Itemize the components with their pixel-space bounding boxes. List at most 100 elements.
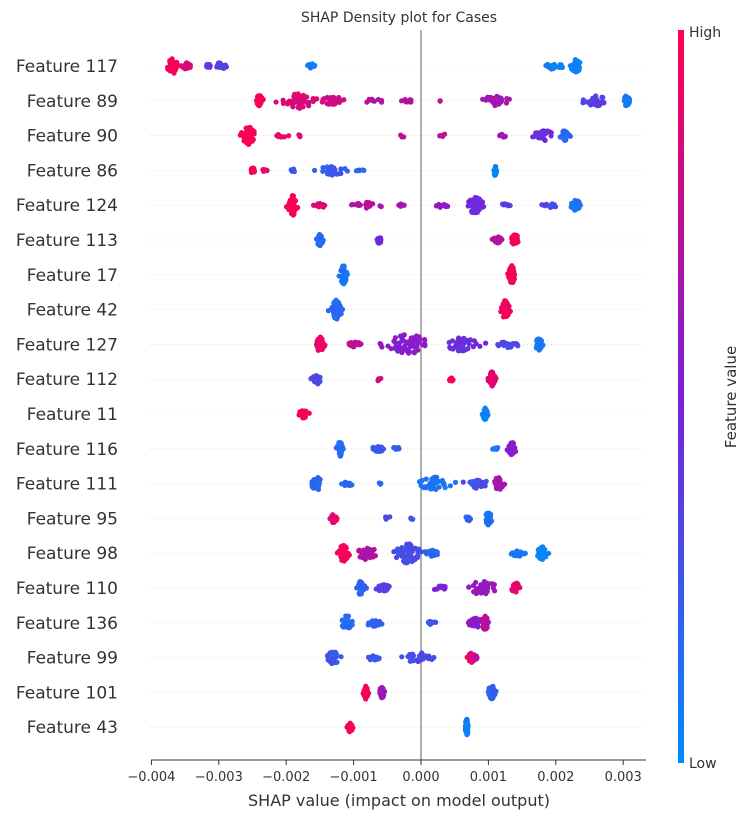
- x-axis-label: SHAP value (impact on model output): [248, 791, 550, 810]
- data-point: [290, 211, 296, 217]
- feature-label: Feature 86: [27, 161, 118, 181]
- data-point: [313, 483, 319, 489]
- data-point: [447, 483, 453, 489]
- data-point: [483, 512, 489, 518]
- data-point: [514, 585, 520, 591]
- data-point: [502, 134, 508, 140]
- data-point: [356, 581, 362, 587]
- feature-label: Feature 127: [16, 335, 118, 355]
- data-point: [409, 516, 415, 522]
- data-point: [473, 197, 480, 203]
- data-point: [311, 478, 317, 484]
- data-point: [276, 134, 282, 140]
- data-point: [536, 336, 542, 342]
- data-point: [503, 300, 510, 306]
- data-point: [380, 689, 386, 696]
- data-point: [442, 484, 448, 491]
- data-point: [626, 95, 632, 101]
- data-point: [407, 344, 414, 350]
- data-point: [256, 95, 262, 101]
- data-point: [338, 170, 344, 176]
- data-point: [370, 98, 376, 104]
- data-point: [460, 479, 466, 485]
- data-point: [483, 584, 489, 590]
- data-point: [291, 196, 297, 203]
- data-point: [466, 199, 472, 205]
- data-point: [475, 478, 481, 484]
- data-point: [549, 201, 555, 207]
- data-point: [427, 548, 434, 554]
- data-point: [376, 620, 382, 626]
- data-point: [370, 622, 376, 628]
- data-point: [403, 99, 409, 105]
- data-point: [174, 62, 180, 68]
- data-point: [511, 550, 517, 556]
- data-point: [427, 480, 433, 487]
- data-point: [243, 125, 249, 131]
- data-point: [410, 653, 417, 659]
- data-point: [587, 98, 593, 104]
- data-point: [362, 552, 368, 558]
- data-point: [216, 60, 222, 66]
- data-point: [339, 273, 345, 279]
- data-point: [540, 549, 546, 555]
- data-point: [325, 101, 332, 107]
- data-point: [331, 314, 337, 320]
- data-point: [431, 654, 437, 661]
- data-point: [480, 479, 486, 486]
- data-point: [290, 100, 296, 106]
- data-point: [245, 141, 252, 147]
- data-point: [536, 342, 542, 348]
- data-point: [419, 477, 425, 483]
- data-point: [509, 270, 515, 276]
- feature-label: Feature 17: [27, 266, 118, 286]
- data-point: [477, 343, 483, 349]
- data-point: [398, 201, 404, 207]
- feature-label: Feature 116: [16, 440, 118, 460]
- data-point: [415, 347, 421, 353]
- data-point: [443, 202, 449, 208]
- data-point: [324, 164, 330, 170]
- data-point: [415, 657, 421, 663]
- data-point: [469, 203, 475, 209]
- data-point: [355, 200, 362, 207]
- data-point: [376, 655, 382, 661]
- data-point: [398, 132, 404, 138]
- data-point: [316, 346, 323, 353]
- data-point: [405, 653, 411, 660]
- data-point: [311, 167, 318, 173]
- data-point: [398, 98, 405, 104]
- data-point: [170, 64, 176, 70]
- feature-label: Feature 43: [27, 718, 118, 738]
- data-point: [418, 549, 424, 555]
- x-tick-label: 0.003: [605, 770, 642, 785]
- data-point: [329, 652, 335, 658]
- data-point: [483, 97, 489, 103]
- data-point: [437, 98, 443, 104]
- data-point: [257, 99, 263, 105]
- data-point: [377, 203, 383, 209]
- data-point: [470, 344, 476, 350]
- data-point: [399, 654, 405, 660]
- data-point: [341, 558, 347, 564]
- x-tick-label: −0.002: [262, 770, 310, 785]
- data-point: [303, 410, 309, 416]
- data-point: [425, 655, 431, 661]
- colorbar: [678, 30, 684, 763]
- data-point: [290, 205, 296, 211]
- data-point: [245, 135, 251, 141]
- data-point: [463, 514, 469, 520]
- data-point: [438, 132, 445, 139]
- feature-label: Feature 89: [27, 92, 118, 112]
- data-point: [512, 340, 519, 347]
- data-point: [521, 551, 527, 557]
- data-point: [410, 546, 416, 552]
- data-point: [300, 104, 306, 110]
- data-point: [492, 169, 499, 175]
- data-point: [422, 337, 428, 343]
- data-point: [315, 374, 322, 380]
- data-point: [297, 409, 304, 415]
- x-tick-label: −0.001: [330, 770, 378, 785]
- data-point: [575, 198, 581, 204]
- data-point: [420, 656, 426, 662]
